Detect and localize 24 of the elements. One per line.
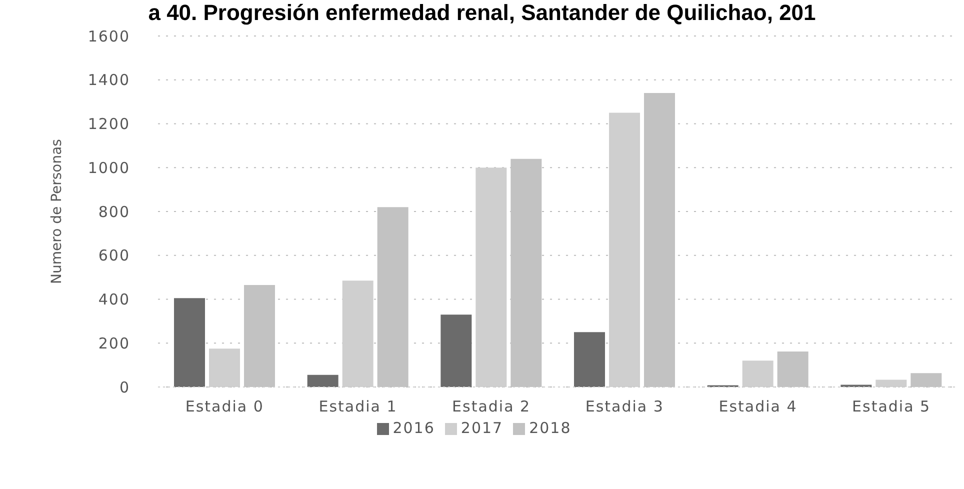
y-tick-label: 0 (119, 378, 130, 396)
y-tick-label: 600 (98, 246, 130, 265)
bar (574, 332, 605, 387)
legend-label: 2017 (460, 419, 504, 437)
legend-label: 2016 (392, 419, 435, 437)
bar (307, 374, 338, 387)
bar (174, 298, 205, 387)
y-tick-label: 400 (98, 290, 130, 309)
x-tick-label: Estadia 4 (718, 398, 798, 416)
y-tick-label: 1400 (88, 71, 130, 90)
chart-title: a 40. Progresión enfermedad renal, Santander de Quilichao, 201 (147, 0, 817, 27)
x-tick-label: Estadia 0 (185, 398, 264, 416)
y-axis-title: Numero de Personas (48, 139, 65, 284)
y-tick-label: 1000 (88, 158, 130, 177)
x-tick-label: Estadia 1 (318, 398, 398, 416)
y-tick-label: 200 (98, 334, 130, 352)
x-tick-label: Estadia 3 (585, 398, 664, 416)
x-tick-label: Estadia 5 (852, 398, 931, 416)
x-tick-label: Estadia 2 (452, 398, 531, 416)
bar (440, 314, 472, 387)
y-tick-label: 1200 (88, 115, 130, 134)
legend-label: 2018 (529, 419, 572, 437)
y-tick-label: 1600 (88, 27, 130, 46)
y-tick-label: 800 (98, 202, 130, 221)
